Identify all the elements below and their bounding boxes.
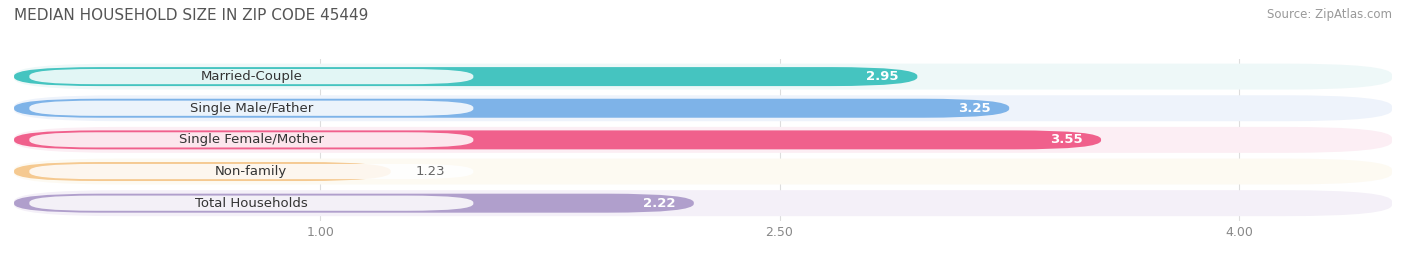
FancyBboxPatch shape xyxy=(14,95,1392,121)
FancyBboxPatch shape xyxy=(14,158,1392,185)
Text: Non-family: Non-family xyxy=(215,165,287,178)
Text: 3.25: 3.25 xyxy=(959,102,991,115)
FancyBboxPatch shape xyxy=(14,190,1392,216)
Text: Single Female/Mother: Single Female/Mother xyxy=(179,133,323,146)
Text: 2.95: 2.95 xyxy=(866,70,898,83)
FancyBboxPatch shape xyxy=(30,164,474,179)
FancyBboxPatch shape xyxy=(14,130,1101,149)
Text: 3.55: 3.55 xyxy=(1050,133,1083,146)
Text: Married-Couple: Married-Couple xyxy=(201,70,302,83)
FancyBboxPatch shape xyxy=(14,63,1392,90)
Text: MEDIAN HOUSEHOLD SIZE IN ZIP CODE 45449: MEDIAN HOUSEHOLD SIZE IN ZIP CODE 45449 xyxy=(14,8,368,23)
Text: 2.22: 2.22 xyxy=(643,197,675,210)
Text: 1.23: 1.23 xyxy=(415,165,444,178)
FancyBboxPatch shape xyxy=(30,101,474,116)
Text: Source: ZipAtlas.com: Source: ZipAtlas.com xyxy=(1267,8,1392,21)
FancyBboxPatch shape xyxy=(30,69,474,84)
FancyBboxPatch shape xyxy=(30,132,474,147)
Text: Single Male/Father: Single Male/Father xyxy=(190,102,314,115)
FancyBboxPatch shape xyxy=(14,162,391,181)
FancyBboxPatch shape xyxy=(14,99,1010,118)
FancyBboxPatch shape xyxy=(14,127,1392,153)
Text: Total Households: Total Households xyxy=(195,197,308,210)
FancyBboxPatch shape xyxy=(14,194,693,213)
FancyBboxPatch shape xyxy=(30,196,474,211)
FancyBboxPatch shape xyxy=(14,67,917,86)
